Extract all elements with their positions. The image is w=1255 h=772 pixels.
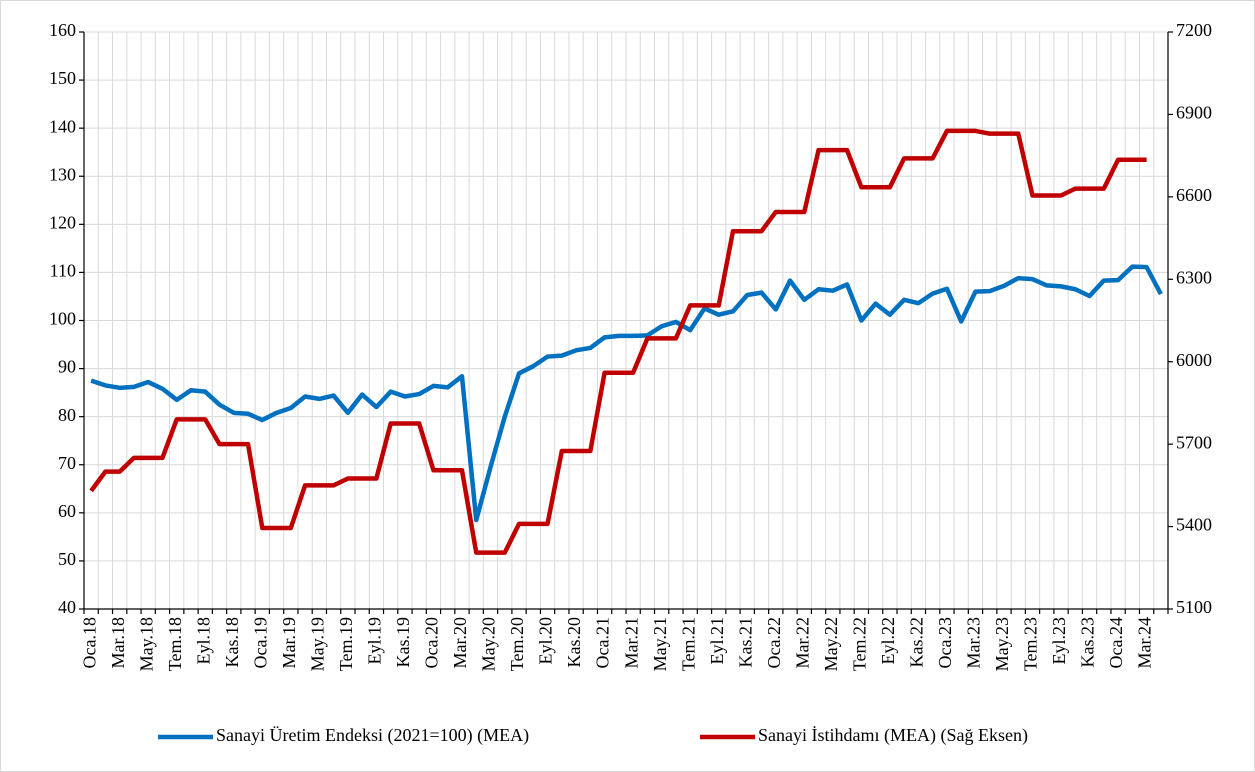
y2-tick-label: 6000 (1176, 350, 1212, 370)
x-tick-label: Kas.22 (907, 617, 927, 668)
y-tick-label: 150 (49, 68, 76, 88)
x-tick-label: May.19 (307, 617, 327, 671)
x-tick-label: Tem.19 (336, 617, 356, 671)
y-tick-label: 60 (58, 501, 76, 521)
y2-tick-label: 5100 (1176, 597, 1212, 617)
x-tick-label: Kas.23 (1078, 617, 1098, 668)
x-tick-label: Eyl.21 (707, 617, 727, 665)
y-tick-label: 140 (49, 116, 76, 136)
y2-tick-label: 7200 (1176, 20, 1212, 40)
series-line (90, 264, 1163, 523)
x-tick-label: Mar.24 (1135, 617, 1155, 669)
x-tick-label: Oca.23 (935, 617, 955, 668)
y2-tick-label: 6600 (1176, 185, 1212, 205)
x-tick-label: Mar.23 (964, 617, 984, 669)
y2-tick-label: 5700 (1176, 432, 1212, 452)
x-tick-label: Mar.22 (792, 617, 812, 669)
y-tick-label: 40 (58, 597, 76, 617)
x-tick-label: May.23 (992, 617, 1012, 671)
series-line (89, 128, 1147, 555)
y-tick-label: 70 (58, 453, 76, 473)
x-tick-label: Mar.19 (279, 617, 299, 669)
y2-tick-label: 5400 (1176, 515, 1212, 535)
x-tick-label: Mar.21 (621, 617, 641, 669)
x-tick-label: Tem.23 (1021, 617, 1041, 671)
x-tick-label: Eyl.20 (536, 617, 556, 665)
x-tick-label: May.20 (479, 617, 499, 671)
x-tick-label: Tem.18 (165, 617, 185, 671)
y-tick-label: 50 (58, 549, 76, 569)
y-tick-label: 100 (49, 309, 76, 329)
y-tick-label: 120 (49, 212, 76, 232)
x-tick-label: Oca.19 (250, 617, 270, 668)
x-tick-label: Oca.21 (593, 617, 613, 668)
x-tick-label: Kas.20 (564, 617, 584, 668)
x-tick-label: Eyl.23 (1049, 617, 1069, 665)
x-tick-label: Mar.18 (108, 617, 128, 669)
legend-label: Sanayi İstihdamı (MEA) (Sağ Eksen) (758, 725, 1028, 746)
x-tick-label: May.18 (136, 617, 156, 671)
y2-tick-label: 6900 (1176, 103, 1212, 123)
x-tick-label: Oca.24 (1106, 617, 1126, 668)
x-tick-label: Kas.18 (222, 617, 242, 668)
x-tick-label: Tem.20 (507, 617, 527, 671)
y2-tick-label: 6300 (1176, 267, 1212, 287)
y-tick-label: 160 (49, 20, 76, 40)
y-tick-label: 80 (58, 405, 76, 425)
x-tick-label: May.21 (650, 617, 670, 671)
x-tick-label: May.22 (821, 617, 841, 671)
y-tick-label: 130 (49, 164, 76, 184)
x-tick-label: Eyl.19 (365, 617, 385, 665)
y-tick-label: 110 (50, 261, 76, 281)
x-tick-label: Oca.22 (764, 617, 784, 668)
x-tick-label: Tem.22 (849, 617, 869, 671)
x-tick-label: Kas.21 (735, 617, 755, 668)
x-tick-label: Oca.18 (79, 617, 99, 668)
x-tick-label: Oca.20 (422, 617, 442, 668)
x-tick-label: Kas.19 (393, 617, 413, 668)
x-tick-label: Mar.20 (450, 617, 470, 669)
x-tick-label: Tem.21 (678, 617, 698, 671)
grid (84, 31, 1169, 610)
marks (89, 128, 1163, 555)
x-tick-label: Eyl.18 (193, 617, 213, 665)
y-tick-label: 90 (58, 357, 76, 377)
x-tick-label: Eyl.22 (878, 617, 898, 665)
legend-label: Sanayi Üretim Endeksi (2021=100) (MEA) (216, 725, 529, 746)
